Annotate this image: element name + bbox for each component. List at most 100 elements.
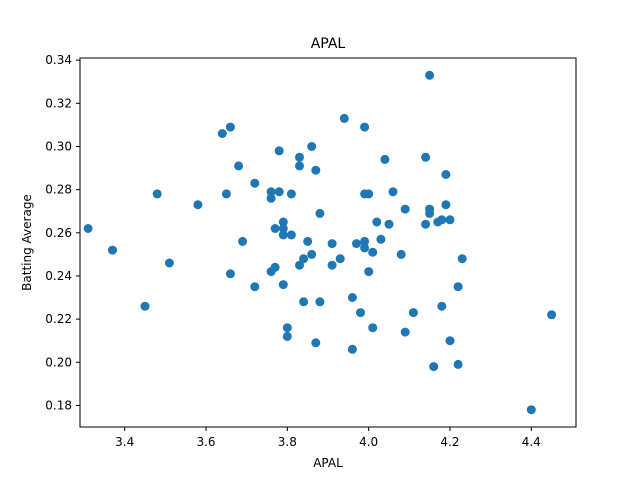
data-point xyxy=(347,293,357,302)
data-point xyxy=(437,301,447,311)
x-tick-label: 3.4 xyxy=(115,435,134,449)
data-point xyxy=(295,161,304,171)
data-point xyxy=(339,113,349,123)
y-tick-label: 0.24 xyxy=(45,269,72,283)
data-point xyxy=(408,308,418,318)
data-point xyxy=(388,187,398,197)
x-tick-label: 4.2 xyxy=(440,435,459,449)
data-point xyxy=(278,280,288,290)
data-point xyxy=(396,249,406,259)
data-point xyxy=(307,249,317,259)
data-point xyxy=(547,310,557,320)
data-point xyxy=(278,230,288,240)
data-point xyxy=(140,301,150,311)
data-point xyxy=(425,208,435,218)
data-point xyxy=(429,362,439,372)
data-point xyxy=(108,245,117,255)
data-point xyxy=(526,405,536,415)
data-point xyxy=(380,154,390,164)
y-axis-ticks: 0.18 0.20 0.22 0.24 0.26 0.28 0.30 0.32 0.34 xyxy=(45,53,80,412)
data-point xyxy=(299,254,309,264)
data-point xyxy=(83,224,93,233)
data-point xyxy=(327,260,337,270)
chart-title: APAL xyxy=(311,36,346,52)
points-layer xyxy=(83,70,557,415)
data-point xyxy=(352,239,361,249)
data-point xyxy=(457,254,467,264)
y-axis-label: Batting Average xyxy=(20,194,34,291)
data-point xyxy=(282,331,292,341)
data-point xyxy=(335,254,345,264)
data-point xyxy=(250,282,260,292)
x-tick-label: 3.6 xyxy=(196,435,215,449)
data-point xyxy=(250,178,260,188)
data-point xyxy=(193,200,203,210)
y-tick-label: 0.32 xyxy=(45,96,72,110)
x-axis-label: APAL xyxy=(313,456,343,470)
y-tick-label: 0.18 xyxy=(45,398,72,412)
data-point xyxy=(400,204,410,214)
axes-frame xyxy=(79,57,577,428)
data-point xyxy=(368,323,378,333)
data-point xyxy=(425,70,435,80)
data-point xyxy=(152,189,162,199)
data-point xyxy=(307,142,317,151)
data-point xyxy=(315,297,325,307)
data-point xyxy=(295,260,304,270)
data-point xyxy=(238,236,248,246)
data-point xyxy=(278,217,288,227)
data-point xyxy=(266,193,276,203)
data-point xyxy=(445,215,455,225)
data-point xyxy=(234,161,244,171)
data-point xyxy=(225,122,235,132)
data-point xyxy=(453,282,463,292)
data-point xyxy=(360,243,370,253)
data-point xyxy=(266,267,276,277)
y-tick-label: 0.20 xyxy=(45,355,72,369)
y-tick-label: 0.34 xyxy=(45,53,72,67)
data-point xyxy=(453,359,463,369)
data-point xyxy=(217,129,227,138)
data-point xyxy=(364,189,374,199)
data-point xyxy=(266,187,276,197)
data-point xyxy=(327,239,337,249)
data-point xyxy=(286,189,296,199)
data-point xyxy=(164,258,174,268)
data-point xyxy=(364,267,374,277)
data-point xyxy=(441,200,451,210)
x-axis-ticks: 3.4 3.6 3.8 4.0 4.2 4.4 xyxy=(115,427,541,449)
data-point xyxy=(225,269,235,279)
y-tick-label: 0.26 xyxy=(45,226,72,240)
data-point xyxy=(274,187,284,197)
data-point xyxy=(311,165,321,175)
data-point xyxy=(437,215,447,225)
data-point xyxy=(376,234,386,244)
data-point xyxy=(286,230,296,240)
data-point xyxy=(400,327,410,337)
y-tick-label: 0.30 xyxy=(45,139,72,153)
data-point xyxy=(282,323,292,333)
data-point xyxy=(421,152,431,162)
data-point xyxy=(315,208,325,218)
data-point xyxy=(368,247,378,257)
data-point xyxy=(278,224,288,233)
y-tick-label: 0.28 xyxy=(45,183,72,197)
data-point xyxy=(221,189,231,199)
x-tick-label: 4.0 xyxy=(359,435,378,449)
data-point xyxy=(384,219,394,229)
data-point xyxy=(270,224,280,233)
data-point xyxy=(347,344,357,354)
data-point xyxy=(372,217,382,227)
data-point xyxy=(295,152,304,162)
data-point xyxy=(356,308,365,318)
data-point xyxy=(311,338,321,348)
x-tick-label: 3.8 xyxy=(278,435,297,449)
data-point xyxy=(360,236,370,246)
y-tick-label: 0.22 xyxy=(45,312,72,326)
data-point xyxy=(274,146,284,156)
data-point xyxy=(303,236,313,246)
data-point xyxy=(360,122,370,132)
x-tick-label: 4.4 xyxy=(522,435,541,449)
